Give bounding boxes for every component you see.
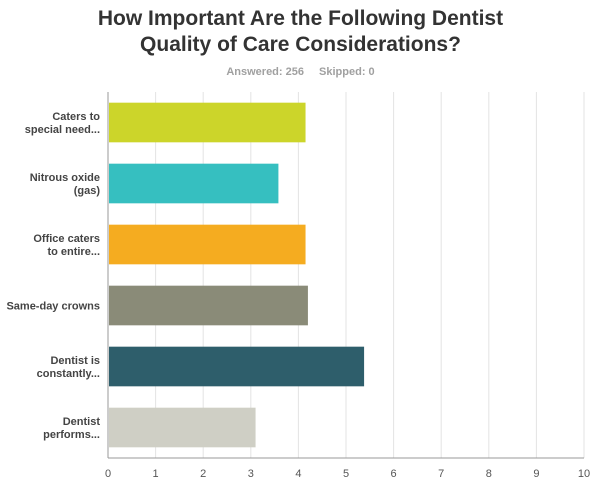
x-tick-label: 1 [153, 468, 159, 480]
chart-title-line-2: Quality of Care Considerations? [140, 33, 461, 56]
skipped-count: Skipped: 0 [319, 66, 375, 78]
category-label: to entire... [47, 246, 100, 258]
answered-count: Answered: 256 [226, 66, 304, 78]
category-label: Dentist is [50, 355, 100, 367]
category-label: Caters to [52, 111, 100, 123]
category-label: Office caters [33, 233, 100, 245]
category-label: Same-day crowns [6, 301, 100, 313]
x-tick-label: 7 [438, 468, 444, 480]
category-label: constantly... [37, 368, 100, 380]
chart-title-line-1: How Important Are the Following Dentist [97, 7, 504, 30]
x-tick-label: 8 [486, 468, 492, 480]
x-tick-label: 10 [578, 468, 590, 480]
category-label: Dentist [63, 416, 101, 428]
response-stats: Answered: 256 Skipped: 0 [0, 66, 601, 78]
x-tick-label: 3 [248, 468, 254, 480]
x-tick-label: 9 [533, 468, 539, 480]
x-tick-label: 6 [391, 468, 397, 480]
bar [109, 285, 308, 326]
category-label: performs... [43, 429, 100, 441]
bar [109, 163, 279, 204]
x-tick-label: 2 [200, 468, 206, 480]
bar [109, 346, 365, 387]
category-label: (gas) [74, 185, 101, 197]
x-tick-label: 5 [343, 468, 349, 480]
chart-title: How Important Are the Following Dentist … [0, 6, 601, 58]
x-tick-label: 0 [105, 468, 111, 480]
x-tick-label: 4 [295, 468, 301, 480]
bar [109, 224, 306, 265]
category-label: Nitrous oxide [30, 172, 100, 184]
bar [109, 407, 256, 448]
bar [109, 102, 306, 143]
category-label: special need... [25, 124, 100, 136]
